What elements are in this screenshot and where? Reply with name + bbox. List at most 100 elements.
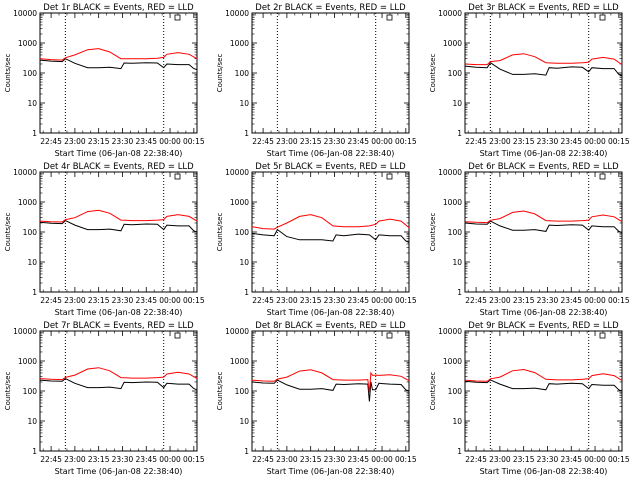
y-tick-label: 1	[244, 447, 249, 456]
y-tick-label: 100	[23, 387, 38, 396]
y-tick-label: 1000	[18, 39, 37, 48]
chart-panel-6: Det 6r BLACK = Events, RED = LLD Counts/s…	[429, 162, 630, 317]
x-tick-label: 22:45	[40, 455, 62, 464]
y-tick-label: 100	[23, 69, 38, 78]
y-axis-label: Counts/sec	[429, 372, 437, 411]
y-tick-label: 100	[448, 387, 463, 396]
chart-panel-7: Det 7r BLACK = Events, RED = LLD Counts/s…	[4, 321, 205, 476]
x-tick-label: 23:30	[112, 296, 134, 305]
x-tick-label: 23:45	[560, 296, 582, 305]
x-axis-label: Start Time (06-Jan-08 22:38:40)	[267, 467, 395, 476]
x-tick-label: 22:45	[252, 137, 274, 146]
y-tick-label: 10	[239, 417, 249, 426]
x-tick-label: 00:15	[395, 455, 417, 464]
x-tick-label: 00:00	[584, 137, 606, 146]
plot-frame	[39, 330, 198, 452]
y-tick-label: 1	[457, 129, 462, 138]
series-line-events	[464, 379, 623, 392]
y-tick-label: 1000	[443, 39, 462, 48]
plot-frame	[251, 171, 410, 293]
legend-marker	[174, 14, 181, 21]
y-tick-label: 100	[23, 228, 38, 237]
x-tick-label: 23:00	[276, 296, 298, 305]
x-tick-label: 00:15	[608, 296, 630, 305]
x-tick-label: 23:30	[537, 296, 559, 305]
plot-frame	[251, 12, 410, 134]
chart-title: Det 8r BLACK = Events, RED = LLD	[255, 321, 406, 331]
x-tick-label: 22:45	[40, 137, 62, 146]
x-tick-label: 23:45	[135, 455, 157, 464]
series-line-lld	[251, 214, 410, 230]
x-tick-label: 00:00	[371, 455, 393, 464]
plot-frame	[464, 330, 623, 452]
x-tick-label: 23:45	[347, 137, 369, 146]
x-tick-label: 00:00	[159, 137, 181, 146]
y-tick-label: 1	[32, 129, 37, 138]
x-tick-label: 23:15	[88, 296, 110, 305]
legend-marker	[599, 14, 606, 21]
y-tick-label: 10000	[438, 168, 462, 177]
x-tick-label: 23:45	[135, 296, 157, 305]
chart-panel-2: Det 2r BLACK = Events, RED = LLD Counts/s…	[216, 3, 417, 158]
x-tick-label: 23:00	[64, 296, 86, 305]
x-tick-label: 00:00	[159, 296, 181, 305]
legend-marker	[174, 173, 181, 180]
x-axis-label: Start Time (06-Jan-08 22:38:40)	[55, 467, 183, 476]
y-tick-label: 10	[239, 99, 249, 108]
y-tick-label: 1000	[230, 198, 249, 207]
y-axis-label: Counts/sec	[4, 372, 12, 411]
x-axis-label: Start Time (06-Jan-08 22:38:40)	[480, 467, 608, 476]
y-axis-label: Counts/sec	[4, 54, 12, 93]
x-tick-label: 23:15	[300, 455, 322, 464]
plot-frame	[39, 12, 198, 134]
x-axis-label: Start Time (06-Jan-08 22:38:40)	[267, 149, 395, 158]
x-tick-label: 00:15	[183, 296, 205, 305]
y-tick-label: 100	[235, 69, 250, 78]
legend-marker	[386, 14, 393, 21]
y-axis-label: Counts/sec	[429, 54, 437, 93]
y-tick-label: 1000	[230, 39, 249, 48]
y-tick-label: 10	[27, 99, 37, 108]
x-tick-label: 22:45	[252, 455, 274, 464]
y-tick-label: 10000	[225, 168, 249, 177]
chart-panel-3: Det 3r BLACK = Events, RED = LLD Counts/s…	[429, 3, 630, 158]
x-tick-label: 00:15	[608, 455, 630, 464]
y-tick-label: 1	[244, 129, 249, 138]
y-tick-label: 1000	[18, 357, 37, 366]
chart-title: Det 2r BLACK = Events, RED = LLD	[255, 3, 406, 13]
y-tick-label: 10000	[13, 327, 37, 336]
legend-marker	[386, 332, 393, 339]
x-tick-label: 23:30	[112, 455, 134, 464]
series-line-events	[464, 61, 623, 77]
x-tick-label: 00:00	[159, 455, 181, 464]
y-tick-label: 10	[27, 258, 37, 267]
x-tick-label: 00:00	[371, 296, 393, 305]
y-tick-label: 1000	[18, 198, 37, 207]
x-tick-label: 00:00	[584, 296, 606, 305]
x-tick-label: 00:00	[584, 455, 606, 464]
y-axis-label: Counts/sec	[4, 213, 12, 252]
x-tick-label: 23:15	[300, 296, 322, 305]
y-tick-label: 10000	[225, 327, 249, 336]
x-tick-label: 23:45	[560, 455, 582, 464]
x-tick-label: 23:30	[537, 455, 559, 464]
y-tick-label: 10000	[13, 9, 37, 18]
y-axis-label: Counts/sec	[216, 54, 224, 93]
y-tick-label: 1	[32, 447, 37, 456]
y-tick-label: 100	[235, 387, 250, 396]
x-axis-label: Start Time (06-Jan-08 22:38:40)	[55, 308, 183, 317]
x-tick-label: 00:15	[608, 137, 630, 146]
y-axis-label: Counts/sec	[216, 213, 224, 252]
y-tick-label: 10	[239, 258, 249, 267]
chart-title: Det 3r BLACK = Events, RED = LLD	[468, 3, 619, 13]
y-tick-label: 10	[452, 99, 462, 108]
y-tick-label: 10000	[438, 327, 462, 336]
x-tick-label: 22:45	[465, 455, 487, 464]
y-tick-label: 100	[235, 228, 250, 237]
x-tick-label: 23:00	[64, 137, 86, 146]
y-tick-label: 10000	[225, 9, 249, 18]
x-tick-label: 00:15	[395, 137, 417, 146]
series-line-events	[251, 228, 410, 243]
chart-panel-1: Det 1r BLACK = Events, RED = LLD Counts/s…	[4, 3, 205, 158]
series-line-lld	[464, 53, 623, 66]
